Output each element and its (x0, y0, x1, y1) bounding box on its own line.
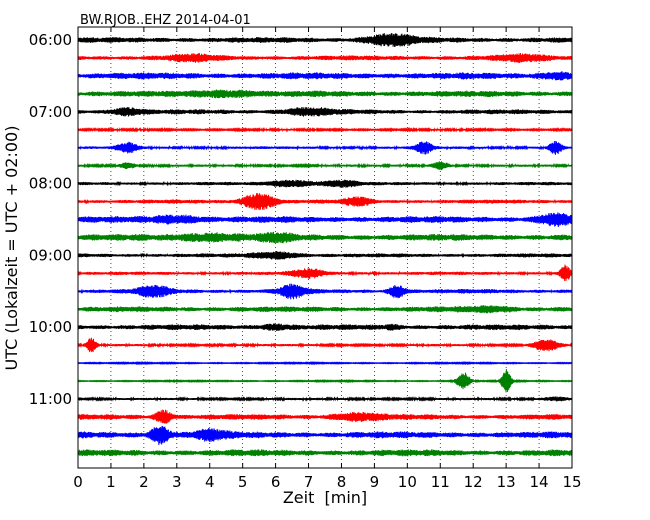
y-tick-label: 07:00 (29, 103, 72, 121)
x-tick-label: 2 (139, 473, 149, 491)
x-tick-label: 1 (106, 473, 116, 491)
x-tick-label: 12 (464, 473, 483, 491)
trace-08:45 (77, 231, 573, 244)
trace-11:30 (77, 425, 573, 445)
x-axis-title: Zeit [min] (283, 488, 367, 507)
x-tick-label: 13 (497, 473, 516, 491)
y-tick-label: 09:00 (29, 246, 72, 264)
trace-06:00 (77, 33, 573, 47)
grid-lines (110, 27, 540, 468)
trace-09:30 (77, 283, 573, 300)
x-tick-label: 4 (205, 473, 215, 491)
trace-06:45 (77, 89, 573, 99)
trace-08:30 (77, 212, 573, 228)
chart-title: BW.RJOB..EHZ 2014-04-01 (80, 13, 251, 28)
y-tick-label: 11:00 (29, 390, 72, 408)
trace-07:00 (77, 107, 573, 117)
trace-07:45 (77, 161, 573, 171)
x-tick-label: 0 (73, 473, 83, 491)
x-tick-label: 3 (172, 473, 182, 491)
x-ticks: 0 1 2 3 4 5 6 7 8 9 10 11 12 13 14 15 (73, 27, 582, 491)
x-tick-label: 9 (370, 473, 380, 491)
y-ticks: 06:00 07:00 08:00 09:00 10:00 11:00 (29, 31, 572, 408)
x-tick-label: 10 (398, 473, 417, 491)
plot-frame (77, 26, 573, 469)
trace-08:00 (77, 179, 573, 188)
trace-07:30 (77, 140, 573, 155)
y-tick-label: 10:00 (29, 318, 72, 336)
x-tick-label: 15 (562, 473, 581, 491)
x-tick-label: 5 (238, 473, 248, 491)
x-tick-label: 6 (271, 473, 281, 491)
trace-09:00 (77, 250, 573, 260)
trace-09:15 (77, 264, 573, 281)
trace-10:45 (77, 368, 573, 393)
trace-10:30 (77, 360, 573, 366)
y-axis-title: UTC (Lokalzeit = UTC + 02:00) (2, 126, 21, 371)
trace-11:45 (77, 449, 573, 457)
y-tick-label: 06:00 (29, 31, 72, 49)
y-tick-label: 08:00 (29, 175, 72, 193)
x-tick-label: 7 (304, 473, 314, 491)
trace-06:30 (77, 71, 573, 81)
x-tick-label: 11 (431, 473, 450, 491)
x-tick-label: 8 (337, 473, 347, 491)
trace-11:15 (77, 409, 573, 424)
traces-group (77, 33, 573, 457)
trace-07:15 (77, 126, 573, 133)
x-tick-label: 14 (530, 473, 549, 491)
trace-11:00 (77, 396, 573, 402)
trace-10:00 (77, 323, 573, 331)
trace-08:15 (77, 193, 573, 210)
trace-06:15 (77, 52, 573, 63)
trace-09:45 (77, 305, 573, 314)
trace-10:15 (77, 337, 573, 353)
